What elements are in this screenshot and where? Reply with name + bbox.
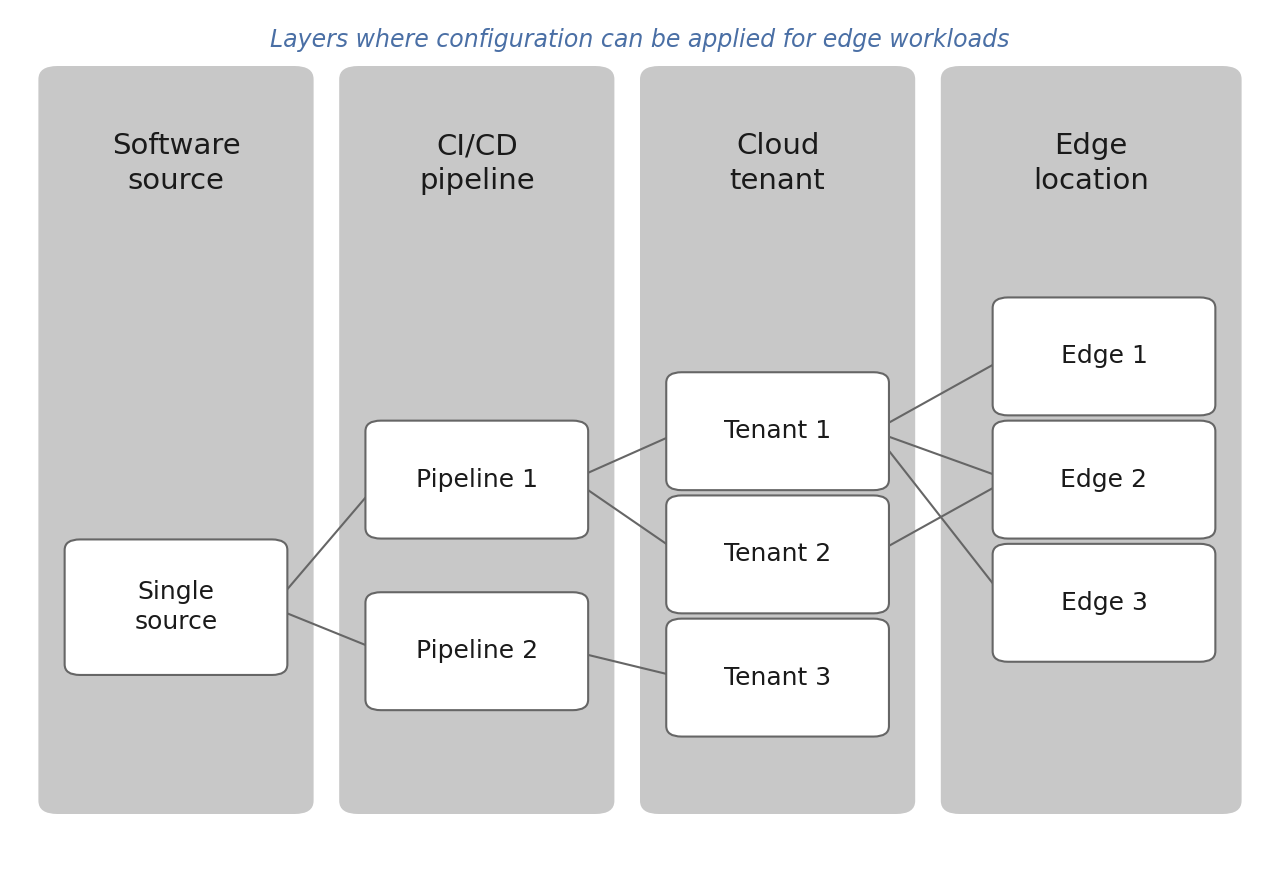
FancyBboxPatch shape xyxy=(366,592,589,710)
Text: Software
source: Software source xyxy=(111,132,241,194)
Text: Edge 2: Edge 2 xyxy=(1061,467,1147,492)
FancyBboxPatch shape xyxy=(941,66,1242,814)
Text: Edge 1: Edge 1 xyxy=(1061,344,1147,369)
Text: Tenant 1: Tenant 1 xyxy=(724,419,831,444)
FancyBboxPatch shape xyxy=(667,619,890,737)
Text: Layers where configuration can be applied for edge workloads: Layers where configuration can be applie… xyxy=(270,27,1010,52)
FancyBboxPatch shape xyxy=(366,421,589,539)
Text: Single
source: Single source xyxy=(134,580,218,634)
FancyBboxPatch shape xyxy=(667,372,890,490)
Text: Tenant 2: Tenant 2 xyxy=(724,542,831,567)
FancyBboxPatch shape xyxy=(65,539,288,675)
Text: Pipeline 2: Pipeline 2 xyxy=(416,639,538,664)
FancyBboxPatch shape xyxy=(339,66,614,814)
FancyBboxPatch shape xyxy=(993,421,1216,539)
Text: Edge 3: Edge 3 xyxy=(1061,590,1147,615)
Text: Edge
location: Edge location xyxy=(1033,132,1149,194)
FancyBboxPatch shape xyxy=(667,495,890,613)
FancyBboxPatch shape xyxy=(640,66,915,814)
Text: Cloud
tenant: Cloud tenant xyxy=(730,132,826,194)
Text: Tenant 3: Tenant 3 xyxy=(724,665,831,690)
Text: CI/CD
pipeline: CI/CD pipeline xyxy=(419,132,535,194)
FancyBboxPatch shape xyxy=(993,297,1216,415)
FancyBboxPatch shape xyxy=(993,544,1216,662)
FancyBboxPatch shape xyxy=(38,66,314,814)
Text: Pipeline 1: Pipeline 1 xyxy=(416,467,538,492)
